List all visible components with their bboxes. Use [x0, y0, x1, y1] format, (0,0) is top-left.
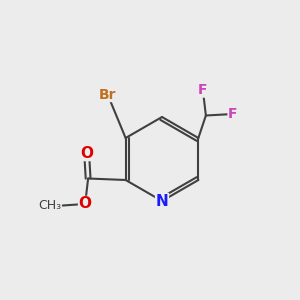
Text: O: O — [79, 196, 92, 211]
Text: CH₃: CH₃ — [38, 199, 61, 212]
Text: O: O — [80, 146, 93, 160]
Text: N: N — [156, 194, 168, 208]
Text: F: F — [228, 107, 238, 121]
Text: F: F — [198, 83, 208, 97]
Text: Br: Br — [99, 88, 116, 101]
